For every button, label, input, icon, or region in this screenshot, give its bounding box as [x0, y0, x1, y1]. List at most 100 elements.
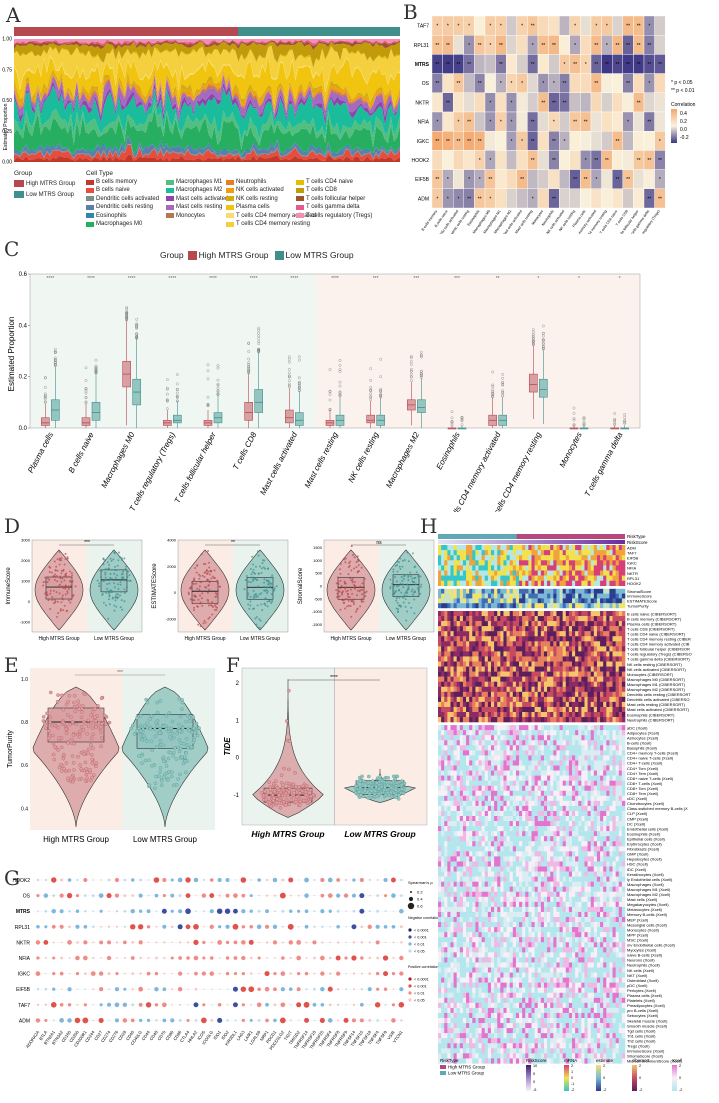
d-point: [414, 565, 417, 568]
d-point: [215, 592, 218, 595]
g-dot: [296, 955, 301, 961]
h-cell: [459, 646, 464, 652]
h-cell: [609, 671, 613, 677]
c-outlier: [419, 354, 423, 358]
heatmap-sig-mark: **: [552, 100, 556, 106]
h-cell: [475, 621, 479, 627]
h-cell: [515, 666, 520, 672]
h-cell: [568, 621, 573, 627]
g-col-label: CD274: [100, 1029, 112, 1043]
h-cell: [509, 656, 514, 662]
h-cell: [534, 696, 539, 703]
h-cell: [438, 681, 442, 687]
d-point: [356, 570, 359, 573]
heatmap-sig-mark: *: [606, 24, 608, 30]
h-cell: [469, 616, 473, 622]
h-cell: [559, 636, 563, 642]
h-cell: [600, 691, 604, 698]
h-cell: [547, 661, 551, 667]
g-dot: [265, 909, 269, 914]
h-cell: [553, 651, 557, 657]
h-cell: [466, 656, 470, 662]
c-sig: ***: [454, 276, 460, 282]
h-cell: [621, 598, 626, 604]
c-outlier: [257, 348, 261, 352]
h-cell: [512, 588, 517, 594]
d-point: [66, 592, 69, 595]
c-outlier: [338, 359, 342, 362]
h-cell: [456, 575, 461, 581]
d-point: [107, 590, 110, 593]
d-point: [190, 585, 193, 588]
h-cell: [543, 570, 548, 576]
a-ytick-0: 1.00: [2, 37, 12, 43]
h-row-label: Plasma cells (CIBERSORT): [627, 621, 677, 626]
h-cell: [609, 598, 613, 604]
g-dot: [147, 957, 150, 959]
h-cell: [453, 671, 457, 677]
h-cell: [540, 560, 545, 566]
h-cell: [547, 626, 551, 632]
d-point: [396, 564, 399, 567]
h-cell: [534, 636, 539, 642]
h-cell: [556, 666, 560, 672]
g-dot: [147, 988, 150, 991]
h-cell: [469, 651, 473, 657]
h-cell: [606, 631, 610, 637]
h-cell: [603, 666, 607, 672]
c-box: [91, 402, 101, 421]
h-cell: [547, 593, 551, 599]
h-cell: [519, 550, 523, 556]
h-cell: [568, 611, 573, 617]
g-dot: [273, 894, 277, 897]
c-outlier: [460, 415, 464, 419]
h-cell: [609, 701, 613, 708]
d-point: [66, 590, 69, 593]
h-cell: [537, 661, 542, 667]
h-cell: [547, 580, 551, 586]
h-cell: [475, 611, 479, 617]
h-cell: [466, 565, 470, 571]
h-cell: [550, 671, 554, 677]
h-cell: [540, 641, 545, 647]
h-cell: [581, 621, 585, 627]
h-cell: [606, 588, 610, 594]
h-cell: [587, 545, 592, 551]
h-cell: [444, 565, 448, 571]
h-cell: [590, 681, 595, 687]
heatmap-cell: [611, 73, 623, 93]
d-point: [264, 597, 267, 600]
h-cell: [497, 712, 501, 718]
h-cell: [478, 661, 482, 667]
h-cell: [559, 611, 563, 617]
c-outlier: [379, 357, 383, 361]
d-point: [264, 567, 267, 570]
h-cell: [612, 588, 616, 594]
c-outlier: [53, 363, 57, 366]
c-outlier: [582, 421, 586, 425]
h-cell: [478, 641, 482, 647]
h-cell: [562, 701, 567, 708]
heatmap-sig-mark: **: [457, 81, 461, 87]
h-cell: [450, 588, 454, 594]
c-xlabel: T cells gamma delta: [583, 430, 625, 498]
h-cell: [590, 626, 595, 632]
h-cell: [575, 580, 579, 586]
h-cell: [447, 631, 451, 637]
h-cell: [593, 701, 598, 708]
c-outlier: [531, 336, 535, 340]
d-point: [195, 582, 198, 585]
h-cell: [509, 626, 514, 632]
h-cell: [525, 570, 529, 576]
h-cell: [462, 717, 467, 723]
h-cell: [453, 621, 457, 627]
g-dot: [44, 925, 48, 929]
h-cell: [456, 593, 461, 599]
h-cell: [543, 575, 548, 581]
g-dot: [329, 925, 332, 928]
c-sig: ****: [250, 276, 258, 282]
h-cell: [596, 626, 601, 632]
h-cell: [609, 621, 613, 627]
g-pos-title: Positive correlation p-value: [408, 965, 440, 969]
heatmap-sig-mark: **: [573, 120, 577, 126]
